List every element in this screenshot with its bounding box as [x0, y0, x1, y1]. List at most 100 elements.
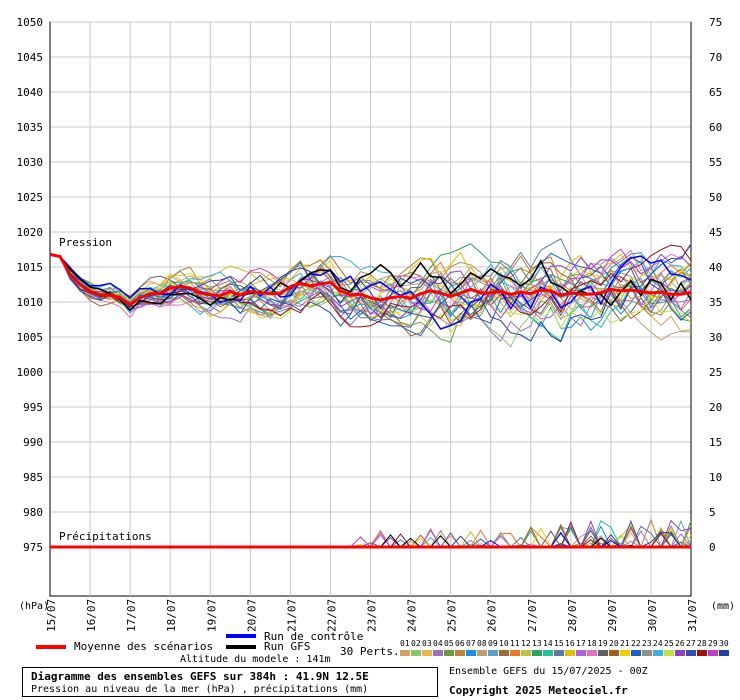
annotation-pression: Pression: [59, 236, 112, 249]
left-tick-label: 1030: [17, 156, 44, 169]
pert-number: 27: [686, 639, 696, 648]
x-tick-label: 27/07: [526, 599, 539, 632]
pert-color-swatch: [598, 650, 608, 656]
x-tick-label: 24/07: [406, 599, 419, 632]
pert-number: 02: [411, 639, 421, 648]
member-pressure-line: [49, 253, 692, 334]
pert-color-swatch: [587, 650, 597, 656]
pert-number: 07: [466, 639, 476, 648]
member-pressure-line: [49, 253, 692, 328]
altitude-label: Altitude du modele : 141m: [180, 654, 331, 665]
legend-control-label: Run de contrôle: [264, 630, 363, 643]
pert-number: 06: [455, 639, 465, 648]
x-tick-label: 29/07: [606, 599, 619, 632]
pert-number: 20: [609, 639, 619, 648]
pert-number: 21: [620, 639, 630, 648]
pert-color-swatch: [466, 650, 476, 656]
pert-number: 23: [642, 639, 652, 648]
left-axis-unit: (hPa): [19, 601, 49, 612]
x-tick-label: 28/07: [566, 599, 579, 632]
pert-number: 04: [433, 639, 443, 648]
left-tick-label: 990: [23, 436, 43, 449]
pert-color-swatch: [411, 650, 421, 656]
chart-series: [49, 252, 692, 549]
chart-subtitle: Pression au niveau de la mer (hPa) , pré…: [31, 684, 369, 695]
pert-color-swatch: [686, 650, 696, 656]
x-tick-label: 25/07: [446, 599, 459, 632]
left-tick-label: 985: [23, 471, 43, 484]
right-tick-label: 30: [709, 331, 722, 344]
copyright: Copyright 2025 Meteociel.fr: [449, 684, 628, 697]
member-pressure-line: [49, 253, 692, 309]
left-tick-label: 1010: [17, 296, 44, 309]
pert-number: 18: [587, 639, 597, 648]
left-tick-label: 1000: [17, 366, 44, 379]
right-tick-label: 15: [709, 436, 722, 449]
left-tick-label: 980: [23, 506, 43, 519]
left-tick-label: 1035: [17, 121, 44, 134]
pert-number: 15: [554, 639, 564, 648]
pert-color-swatch: [609, 650, 619, 656]
right-tick-label: 20: [709, 401, 722, 414]
right-tick-label: 65: [709, 86, 722, 99]
pert-number: 12: [521, 639, 531, 648]
pert-number: 28: [697, 639, 707, 648]
pert-number: 19: [598, 639, 608, 648]
member-pressure-line: [49, 242, 692, 319]
x-tick-label: 31/07: [686, 599, 699, 632]
pert-color-swatch: [488, 650, 498, 656]
left-tick-label: 1005: [17, 331, 44, 344]
pert-color-swatch: [477, 650, 487, 656]
left-tick-label: 1015: [17, 261, 44, 274]
left-tick-label: 1040: [17, 86, 44, 99]
pert-number: 11: [510, 639, 520, 648]
pert-color-swatch: [455, 650, 465, 656]
member-pressure-line: [49, 252, 692, 337]
pert-number: 08: [477, 639, 487, 648]
pert-color-swatch: [620, 650, 630, 656]
pert-number: 14: [543, 639, 553, 648]
right-tick-label: 55: [709, 156, 722, 169]
pert-number: 29: [708, 639, 718, 648]
right-tick-label: 60: [709, 121, 722, 134]
pert-color-swatch: [444, 650, 454, 656]
pert-number: 16: [565, 639, 575, 648]
pert-color-swatch: [653, 650, 663, 656]
pert-number: 10: [499, 639, 509, 648]
pert-number: 03: [422, 639, 432, 648]
legend-perts-label: 30 Perts.: [340, 645, 400, 658]
pert-number: 26: [675, 639, 685, 648]
chart-info-box: Diagramme des ensembles GEFS sur 384h : …: [22, 667, 438, 697]
annotation-precipitations: Précipitations: [59, 530, 152, 543]
right-axis-unit: (mm): [711, 601, 735, 612]
x-tick-label: 22/07: [325, 599, 338, 632]
x-axis-ticks: 15/07 16/07 17/07 18/07 19/07 20/07 21/07 22/07…: [45, 599, 699, 632]
right-tick-label: 5: [709, 506, 716, 519]
pert-color-swatch: [631, 650, 641, 656]
member-pressure-line: [49, 253, 692, 319]
pert-number: 05: [444, 639, 454, 648]
pert-color-swatch: [510, 650, 520, 656]
pert-color-swatch: [708, 650, 718, 656]
pert-color-swatch: [664, 650, 674, 656]
x-tick-label: 30/07: [646, 599, 659, 632]
gfs-run-line: [49, 253, 692, 312]
pert-color-swatch: [543, 650, 553, 656]
right-tick-label: 25: [709, 366, 722, 379]
mean-pressure-line: [49, 252, 692, 307]
left-tick-label: 1020: [17, 226, 44, 239]
pert-number: 01: [400, 639, 410, 648]
pert-number: 13: [532, 639, 542, 648]
pert-color-swatch: [719, 650, 729, 656]
right-tick-label: 75: [709, 16, 722, 29]
x-tick-label: 23/07: [366, 599, 379, 632]
member-pressure-line: [49, 253, 692, 319]
pert-color-swatch: [422, 650, 432, 656]
perturbation-legend: 01 02 03 04 05 06 07 08 09 10 11 12 13 14 15 16 17 18 19 20…: [400, 639, 729, 656]
legend-gfs-label: Run GFS: [264, 640, 310, 653]
x-tick-label: 20/07: [245, 599, 258, 632]
right-tick-label: 50: [709, 191, 722, 204]
pert-number: 17: [576, 639, 586, 648]
